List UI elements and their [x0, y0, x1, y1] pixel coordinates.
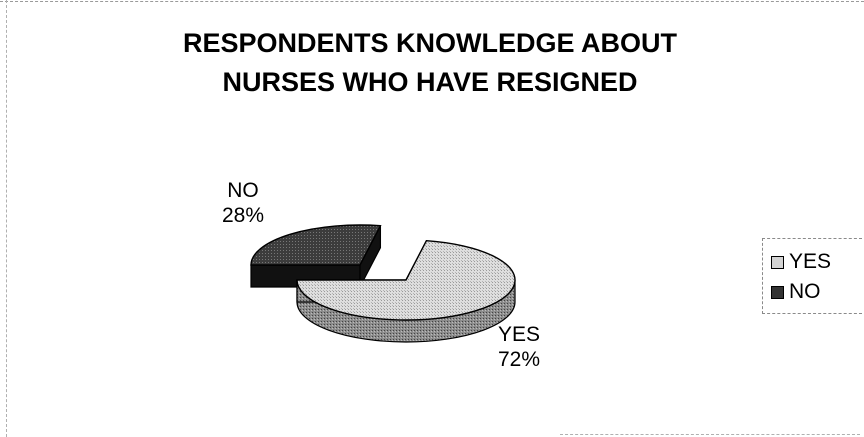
data-label-yes-value: 72% — [497, 348, 541, 371]
data-label-yes: YES 72% — [479, 322, 559, 372]
data-label-no-value: 28% — [221, 204, 265, 227]
data-label-no-category: NO — [227, 179, 259, 202]
legend-swatch-no — [771, 285, 784, 299]
frame-border-bottom — [560, 434, 860, 435]
pie-slice-no-top — [250, 224, 382, 266]
chart-legend: YES NO — [762, 238, 862, 314]
frame-border-top — [0, 1, 864, 2]
chart-title-line-1: RESPONDENTS KNOWLEDGE ABOUT — [182, 28, 677, 58]
pie-slice-yes-top — [296, 239, 516, 321]
chart-title-line-2: NURSES WHO HAVE RESIGNED — [222, 67, 638, 97]
legend-item-no: NO — [771, 279, 821, 305]
chart-title: RESPONDENTS KNOWLEDGE ABOUT NURSES WHO H… — [120, 24, 740, 102]
frame-border-left — [6, 0, 7, 437]
legend-item-yes: YES — [771, 249, 831, 275]
legend-swatch-yes — [771, 255, 784, 269]
pie-slice-no — [250, 224, 382, 288]
data-label-no: NO 28% — [203, 178, 283, 228]
data-label-yes-category: YES — [497, 323, 541, 346]
legend-label-yes: YES — [789, 250, 832, 273]
legend-label-no: NO — [789, 280, 821, 303]
pie-slice-yes — [296, 239, 516, 343]
